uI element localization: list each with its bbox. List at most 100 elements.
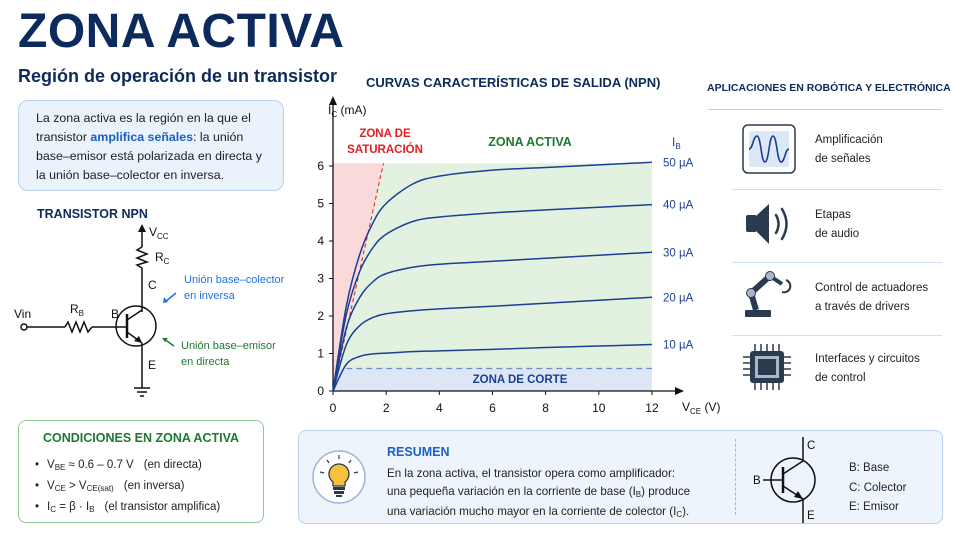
y-tick-label: 0 — [317, 384, 324, 398]
x-tick-label: 2 — [383, 401, 390, 415]
intro-text: La zona activa es la región en la que el… — [36, 111, 251, 144]
intro-text-end: : la unión base–emisor está polarizada e… — [36, 130, 262, 182]
x-tick-label: 0 — [330, 401, 337, 415]
summary-line: una pequeña variación en la corriente de… — [387, 484, 691, 499]
saturation-label-2: SATURACIÓN — [347, 143, 423, 156]
robot-arm-icon — [745, 271, 792, 317]
lightbulb-icon — [312, 450, 366, 504]
y-tick-label: 4 — [317, 234, 324, 248]
legend-item: B: Base — [849, 462, 890, 474]
conditions-list: VBE ≈ 0.6 – 0.7 V(en directa) VCE > VCE(… — [35, 455, 220, 518]
rb-label: RB — [70, 302, 84, 318]
y-axis-arrow-icon — [329, 96, 337, 105]
condition-item: VCE > VCE(sat)(en inversa) — [35, 476, 220, 497]
symbol-c-label: C — [807, 440, 815, 452]
terminal-legend: B: Base C: Colector E: Emisor — [849, 459, 907, 518]
x-tick-label: 6 — [489, 401, 496, 415]
app-text-line: de audio — [815, 228, 860, 240]
rb-resistor — [64, 319, 93, 335]
vin-label: Vin — [14, 307, 31, 321]
legend-item: C: Colector — [849, 481, 907, 494]
legend-title: IB — [672, 135, 681, 151]
ib-curve-label: 50 µA — [663, 157, 694, 169]
npn-circuit: VCC RC RB Vin B C E Unión base–colector … — [14, 224, 285, 397]
conditions-title: CONDICIONES EN ZONA ACTIVA — [42, 431, 240, 445]
y-tick-label: 5 — [317, 197, 324, 211]
x-tick-label: 12 — [645, 401, 659, 415]
app-item-interfaces: Interfaces y circuitos de control — [732, 336, 942, 408]
rc-resistor — [134, 246, 150, 269]
app-text-line: Control de actuadores — [815, 282, 929, 294]
vin-terminal — [20, 323, 28, 331]
app-text-line: Amplificación — [815, 134, 883, 146]
intro-highlight: amplifica señales — [90, 130, 194, 144]
app-item-actuators: Control de actuadores a través de drivers — [732, 263, 942, 335]
summary-divider — [735, 439, 736, 515]
bc-arrow-icon — [164, 292, 177, 303]
emitter-arrow-icon — [134, 336, 142, 343]
condition-item: IC = β · IB(el transistor amplifica) — [35, 497, 220, 518]
condition-item: VBE ≈ 0.6 – 0.7 V(en directa) — [35, 455, 220, 476]
y-axis-label: IC (mA) — [328, 103, 366, 119]
x-tick-label: 4 — [436, 401, 443, 415]
ib-curve-label: 10 µA — [663, 340, 694, 352]
summary-box: RESUMEN En la zona activa, el transistor… — [298, 430, 943, 524]
summary-text: En la zona activa, el transistor opera c… — [387, 465, 690, 524]
cutoff-zone-label: ZONA DE CORTE — [473, 374, 568, 386]
app-item-amplification: Amplificación de señales — [732, 115, 942, 187]
page-subtitle: Región de operación de un transistor — [18, 66, 338, 86]
x-tick-label: 10 — [592, 401, 606, 415]
ib-curve — [332, 296, 653, 392]
symbol-b-label: B — [753, 475, 761, 487]
rc-label: RC — [155, 250, 170, 266]
app-item-audio: Etapas de audio — [732, 190, 942, 262]
app-text-line: Etapas — [815, 209, 851, 221]
waveform-icon — [742, 124, 796, 174]
page-title: ZONA ACTIVA — [18, 5, 345, 58]
summary-title: RESUMEN — [387, 445, 450, 459]
legend-item: E: Emisor — [849, 501, 899, 513]
saturation-label-1: ZONA DE — [359, 128, 411, 140]
vcc-label: VCC — [149, 225, 169, 241]
x-axis-label: VCE (V) — [682, 400, 720, 416]
app-text-line: Interfaces y circuitos — [815, 353, 920, 365]
ib-curve — [332, 251, 653, 392]
ib-curve-label: 20 µA — [663, 292, 694, 304]
x-tick-label: 8 — [542, 401, 549, 415]
transistor-circle — [115, 305, 157, 347]
bc-note-2: en inversa — [184, 290, 236, 302]
emitter-label: E — [148, 358, 156, 372]
ib-curve — [332, 343, 652, 392]
summary-line: una variación mucho mayor en la corrient… — [387, 505, 690, 519]
app-text-line: de señales — [815, 153, 871, 165]
app-separator — [732, 189, 942, 190]
active-region — [333, 163, 652, 391]
active-zone-label: ZONA ACTIVA — [488, 135, 572, 149]
y-tick-label: 1 — [317, 347, 324, 361]
symbol-e-label: E — [807, 510, 815, 522]
bc-note-1: Unión base–colector — [184, 274, 285, 286]
collector-label: C — [148, 278, 157, 292]
base-label: B — [111, 307, 119, 321]
y-tick-label: 2 — [317, 309, 324, 323]
ib-curve-label: 40 µA — [663, 200, 694, 212]
saturation-region — [333, 163, 384, 391]
ib-curve — [332, 203, 652, 392]
y-tick-label: 3 — [317, 272, 324, 286]
app-separator — [732, 335, 942, 336]
conditions-box: CONDICIONES EN ZONA ACTIVA VBE ≈ 0.6 – 0… — [18, 420, 264, 523]
speaker-icon — [746, 204, 788, 244]
chip-icon — [743, 344, 791, 390]
summary-line: En la zona activa, el transistor opera c… — [387, 467, 676, 480]
apps-divider — [708, 109, 942, 110]
cutoff-region — [333, 368, 652, 391]
app-text-line: de control — [815, 372, 866, 384]
intro-box: La zona activa es la región en la que el… — [18, 100, 284, 191]
collector-lead — [126, 309, 143, 321]
chart-title: CURVAS CARACTERÍSTICAS DE SALIDA (NPN) — [366, 75, 661, 90]
x-axis-arrow-icon — [675, 387, 684, 395]
ib-curve-label: 30 µA — [663, 247, 694, 259]
vcc-arrow-icon — [138, 224, 146, 232]
saturation-boundary-line — [332, 163, 384, 392]
